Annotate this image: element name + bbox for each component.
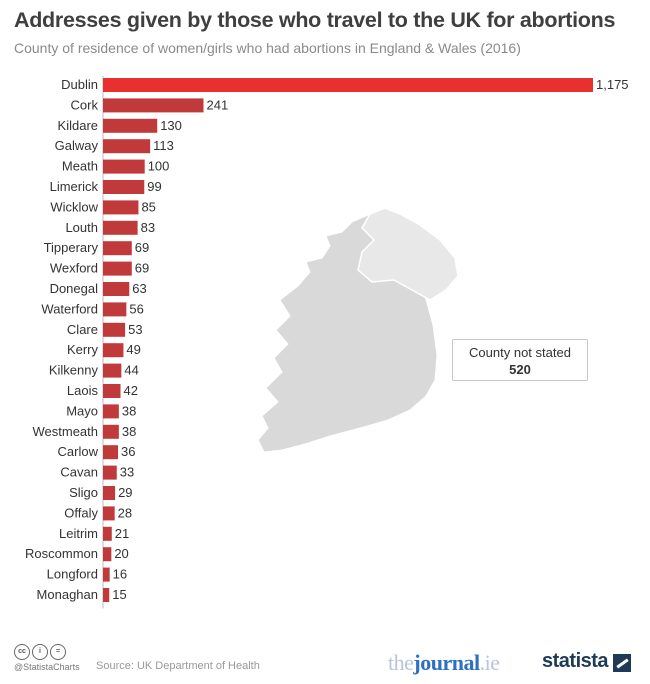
thejournal-logo: thejournal.ie (388, 650, 500, 676)
value-label: 63 (132, 281, 146, 296)
bar (103, 465, 117, 480)
value-label: 29 (118, 485, 132, 500)
statista-logo: statista (542, 650, 609, 672)
bar (103, 200, 139, 215)
cc-icon: cc (14, 644, 30, 660)
category-label: Louth (65, 220, 98, 235)
value-label: 69 (135, 261, 149, 276)
category-label: Dublin (61, 77, 98, 92)
bar (103, 159, 145, 174)
county-not-stated-value: 520 (509, 362, 531, 377)
value-label: 1,175 (596, 77, 629, 92)
value-label: 33 (120, 465, 134, 480)
bar (103, 506, 115, 521)
value-label: 49 (126, 342, 140, 357)
county-not-stated-box: County not stated 520 (452, 339, 588, 381)
county-not-stated-label: County not stated (469, 345, 571, 360)
category-label: Kilkenny (49, 363, 99, 378)
bar (103, 322, 126, 337)
value-label: 83 (141, 220, 155, 235)
category-label: Sligo (69, 485, 98, 500)
category-label: Meath (62, 159, 98, 174)
by-icon: i (32, 644, 48, 660)
journal-suffix: .ie (479, 650, 500, 675)
category-label: Laois (67, 383, 99, 398)
statista-logo-icon (613, 654, 631, 672)
value-label: 38 (122, 403, 136, 418)
bar (103, 384, 121, 398)
equals-icon: = (50, 644, 66, 660)
category-label: Wexford (50, 261, 98, 276)
category-label: Leitrim (59, 526, 98, 541)
value-label: 130 (160, 118, 182, 133)
journal-prefix: the (388, 650, 414, 675)
value-label: 44 (124, 363, 138, 378)
category-label: Roscommon (25, 546, 98, 561)
license-icons: cc i = (14, 644, 66, 660)
value-label: 241 (207, 97, 229, 112)
category-label: Offaly (64, 505, 98, 520)
value-label: 56 (129, 301, 143, 316)
northern-ireland-shape (357, 207, 459, 301)
value-label: 42 (124, 383, 138, 398)
bar (103, 302, 127, 317)
value-label: 36 (121, 444, 135, 459)
bar (103, 343, 124, 358)
value-label: 28 (118, 505, 132, 520)
bar (103, 445, 119, 460)
category-label: Wicklow (50, 199, 98, 214)
value-label: 85 (141, 199, 155, 214)
category-label: Kerry (67, 342, 99, 357)
bar (103, 241, 132, 256)
value-label: 21 (115, 526, 129, 541)
chart-subtitle: County of residence of women/girls who h… (14, 40, 521, 56)
value-label: 99 (147, 179, 161, 194)
bar-chart: Dublin 1,175 Cork 241 Kildare 130 Galway 113 Mea… (25, 76, 629, 609)
journal-name: journal (413, 650, 480, 675)
value-label: 69 (135, 240, 149, 255)
bar (103, 118, 158, 133)
value-label: 38 (122, 424, 136, 439)
bar (103, 282, 130, 296)
category-label: Clare (67, 322, 98, 337)
bar (103, 220, 138, 235)
category-label: Donegal (50, 281, 99, 296)
category-label: Kildare (58, 118, 98, 133)
value-label: 113 (153, 138, 174, 153)
ireland-map (257, 207, 459, 453)
chart-title: Addresses given by those who travel to t… (14, 8, 616, 32)
bar (103, 180, 145, 194)
bar (103, 588, 110, 602)
bar (103, 424, 119, 439)
bar (103, 547, 112, 562)
bar (103, 78, 593, 92)
category-label: Cavan (60, 465, 98, 480)
category-label: Cork (71, 97, 99, 112)
source-note: Source: UK Department of Health (96, 660, 260, 672)
bar (103, 486, 116, 500)
category-label: Tipperary (44, 240, 99, 255)
value-label: 100 (148, 159, 170, 174)
value-label: 53 (128, 322, 142, 337)
category-label: Monaghan (37, 587, 98, 602)
bar (103, 363, 122, 378)
bar (103, 261, 132, 276)
category-label: Waterford (41, 301, 98, 316)
statista-handle: @StatistaCharts (14, 662, 80, 672)
category-label: Longford (47, 567, 98, 582)
category-label: Westmeath (32, 424, 98, 439)
value-label: 16 (113, 567, 127, 582)
value-label: 15 (112, 587, 126, 602)
category-label: Mayo (66, 403, 98, 418)
category-label: Carlow (58, 444, 99, 459)
category-label: Galway (55, 138, 99, 153)
value-label: 20 (114, 546, 128, 561)
bar (103, 98, 204, 113)
bar (103, 526, 112, 541)
bar (103, 139, 151, 154)
bar (103, 404, 119, 419)
bar (103, 567, 110, 582)
category-label: Limerick (50, 179, 99, 194)
